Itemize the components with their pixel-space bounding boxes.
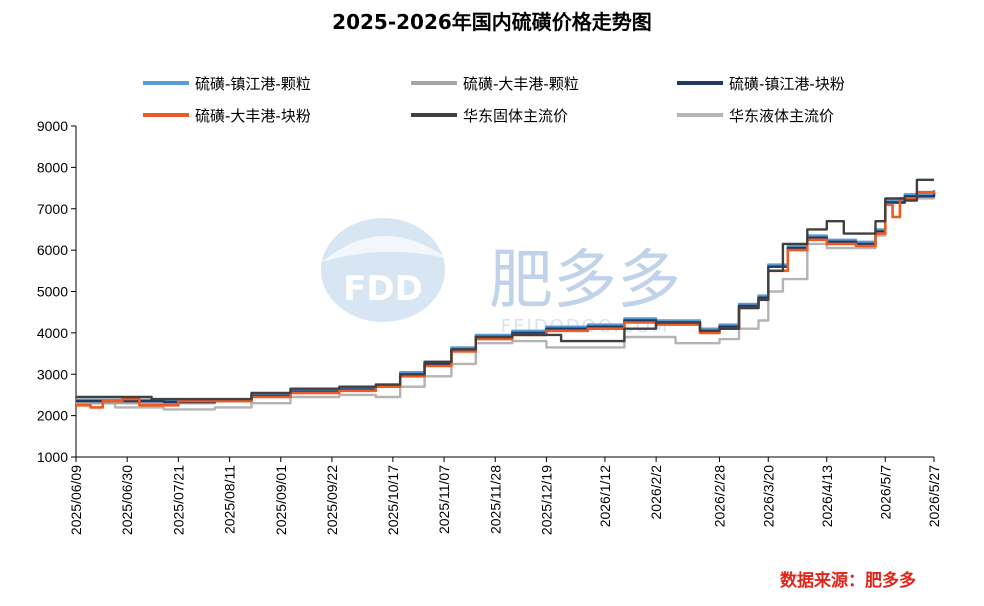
x-tick-label: 2026/5/27 xyxy=(926,465,942,527)
legend-item-2: 硫磺-大丰港-颗粒 xyxy=(411,72,579,94)
legend-label: 华东液体主流价 xyxy=(729,106,835,125)
x-tick-label: 2026/1/12 xyxy=(597,465,613,527)
watermark-brand-text: FDD xyxy=(343,269,423,309)
legend-swatch xyxy=(143,81,189,85)
axes: 1000 2000 3000 4000 5000 6000 7000 8000 9000 2025… xyxy=(37,118,942,535)
chart-title: 2025-2026年国内硫磺价格走势图 xyxy=(332,10,652,34)
legend-swatch xyxy=(677,113,723,117)
watermark-leaf-swoosh xyxy=(322,235,446,262)
watermark-leaf-shape xyxy=(321,218,445,322)
legend-label: 硫磺-大丰港-块粉 xyxy=(195,106,311,125)
x-tick-label: 2025/06/09 xyxy=(68,465,84,535)
legend-item-4: 硫磺-大丰港-块粉 xyxy=(143,104,311,126)
y-tick-label: 3000 xyxy=(37,366,68,382)
x-tick-label: 2025/07/21 xyxy=(170,465,186,535)
series-line-6 xyxy=(76,190,936,411)
x-tick-label: 2025/12/19 xyxy=(538,465,554,535)
y-tick-label: 4000 xyxy=(37,325,68,341)
y-tick-label: 7000 xyxy=(37,201,68,217)
x-tick-label: 2025/11/28 xyxy=(487,465,503,534)
legend-item-5: 华东固体主流价 xyxy=(411,104,568,126)
series-line-5 xyxy=(76,178,934,401)
series-line-4 xyxy=(76,190,936,409)
legend-swatch xyxy=(411,81,457,85)
x-tick-label: 2026/5/7 xyxy=(877,465,893,520)
data-source-note: 数据来源：肥多多 xyxy=(780,571,916,591)
legend-swatch xyxy=(677,81,723,85)
x-tick-label: 2026/4/13 xyxy=(819,465,835,527)
x-tick-label: 2025/09/22 xyxy=(324,465,340,535)
x-tick-label: 2026/2/2 xyxy=(648,465,664,520)
legend-label: 华东固体主流价 xyxy=(463,106,569,125)
legend-item-1: 硫磺-镇江港-颗粒 xyxy=(143,72,311,94)
legend-label: 硫磺-镇江港-颗粒 xyxy=(195,74,311,93)
y-tick-label: 5000 xyxy=(37,284,68,300)
series-lines xyxy=(76,178,936,411)
x-tick-label: 2025/09/01 xyxy=(273,465,289,535)
legend-item-6: 华东液体主流价 xyxy=(677,104,834,126)
x-tick-label: 2026/3/20 xyxy=(760,465,776,527)
x-tick-label: 2025/10/17 xyxy=(385,465,401,535)
x-tick-label: 2025/06/30 xyxy=(119,465,135,535)
y-tick-label: 9000 xyxy=(37,118,68,134)
x-tick-label: 2025/08/11 xyxy=(222,465,238,534)
x-tick-label: 2025/11/07 xyxy=(436,465,452,534)
legend-swatch xyxy=(143,113,189,117)
legend-swatch xyxy=(411,113,457,117)
y-tick-label: 8000 xyxy=(37,159,68,175)
legend-label: 硫磺-镇江港-块粉 xyxy=(729,74,845,93)
y-tick-label: 6000 xyxy=(37,242,68,258)
y-tick-label: 1000 xyxy=(37,449,68,465)
legend-label: 硫磺-大丰港-颗粒 xyxy=(463,74,579,93)
x-tick-label: 2026/2/28 xyxy=(712,465,728,527)
watermark-name-text: 肥多多 xyxy=(489,244,681,318)
y-tick-label: 2000 xyxy=(37,408,68,424)
legend-item-3: 硫磺-镇江港-块粉 xyxy=(677,72,845,94)
